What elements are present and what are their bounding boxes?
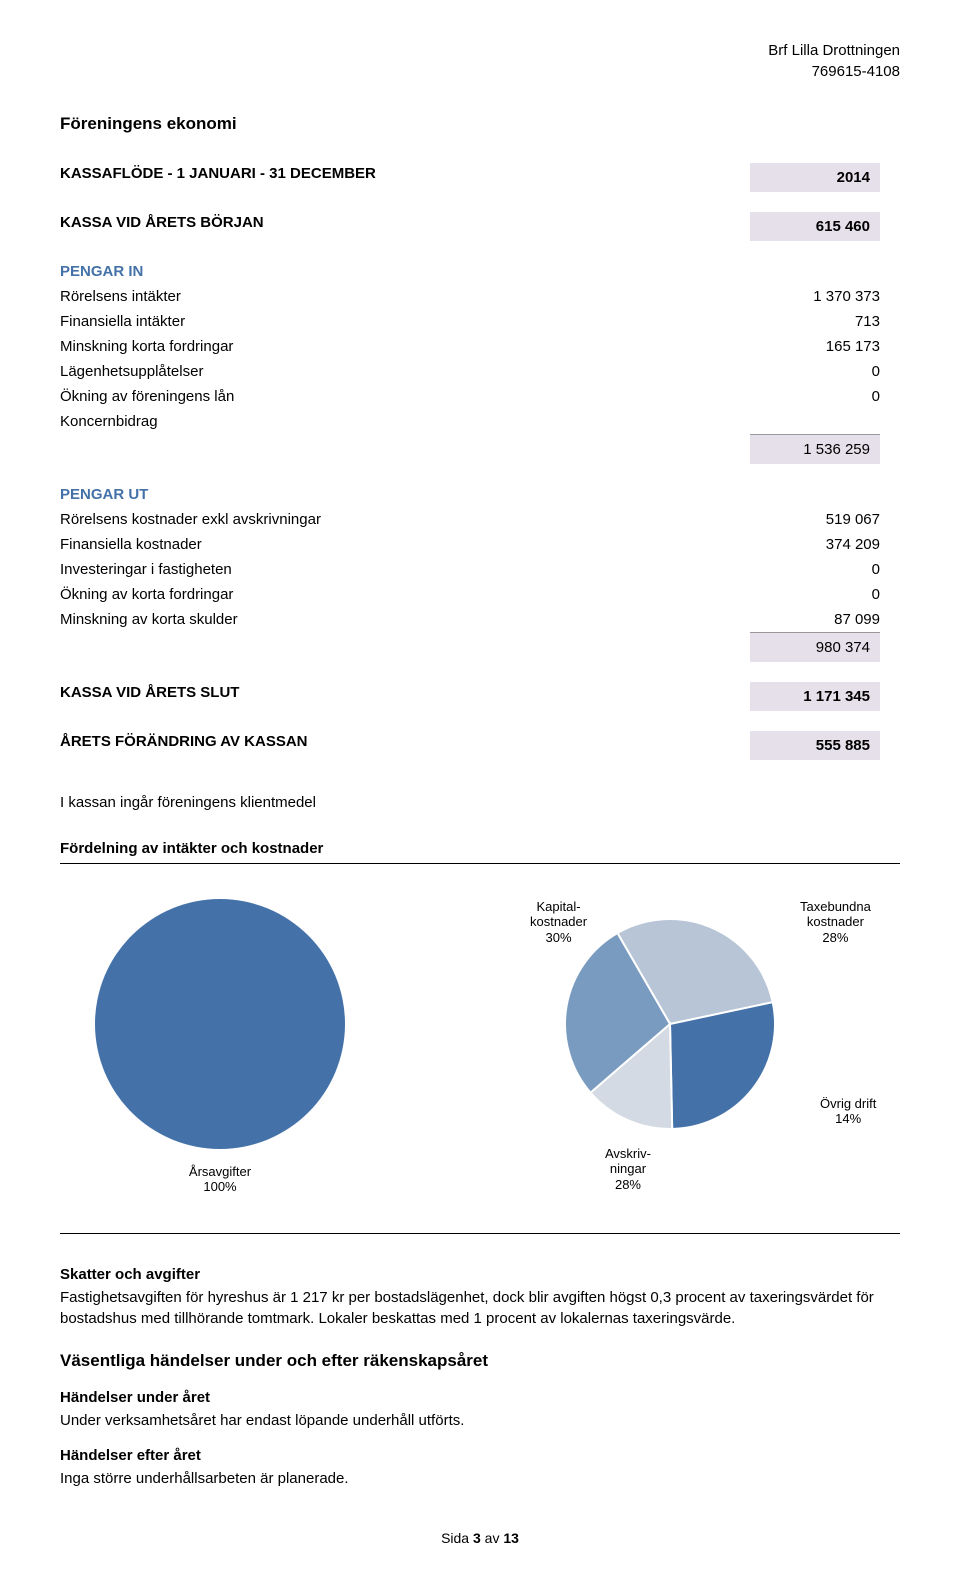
in-row: Ökning av föreningens lån0 bbox=[60, 384, 900, 409]
skatter-title: Skatter och avgifter bbox=[60, 1264, 900, 1285]
kassa-borjan-label: KASSA VID ÅRETS BÖRJAN bbox=[60, 210, 564, 243]
in-row: Minskning korta fordringar165 173 bbox=[60, 334, 900, 359]
forandring-label: ÅRETS FÖRÄNDRING AV KASSAN bbox=[60, 729, 564, 762]
pie-slice-label: Taxebundnakostnader28% bbox=[800, 899, 871, 946]
pie-slice-label: Avskriv-ningar28% bbox=[605, 1146, 651, 1193]
in-row: Finansiella intäkter713 bbox=[60, 309, 900, 334]
pengar-ut-total: 980 374 bbox=[750, 632, 880, 662]
handelser-efter-body: Inga större underhållsarbeten är planera… bbox=[60, 1468, 900, 1489]
kassa-slut-value: 1 171 345 bbox=[750, 682, 880, 711]
cost-pie-chart: Kapital-kostnader30% Taxebundnakostnader2… bbox=[440, 894, 900, 1194]
kassa-borjan-value: 615 460 bbox=[750, 212, 880, 241]
income-pie-svg bbox=[90, 894, 350, 1154]
forandring-value: 555 885 bbox=[750, 731, 880, 760]
org-number: 769615-4108 bbox=[60, 61, 900, 82]
main-title: Föreningens ekonomi bbox=[60, 112, 900, 136]
cashflow-year: 2014 bbox=[750, 163, 880, 192]
in-row: Koncernbidrag bbox=[60, 409, 900, 434]
skatter-section: Skatter och avgifter Fastighetsavgiften … bbox=[60, 1264, 900, 1489]
income-pie-chart: Årsavgifter 100% bbox=[60, 894, 380, 1195]
page-header: Brf Lilla Drottningen 769615-4108 bbox=[60, 40, 900, 82]
page-footer: Sida 3 av 13 bbox=[60, 1529, 900, 1549]
handelser-under-label: Händelser under året bbox=[60, 1387, 900, 1408]
skatter-body: Fastighetsavgiften för hyreshus är 1 217… bbox=[60, 1287, 900, 1329]
in-row: Lägenhetsupplåtelser0 bbox=[60, 359, 900, 384]
ut-row: Minskning av korta skulder87 099 bbox=[60, 607, 900, 632]
pengar-ut-label: PENGAR UT bbox=[60, 482, 564, 507]
pie-slice-label: Kapital-kostnader30% bbox=[530, 899, 587, 946]
pengar-in-label: PENGAR IN bbox=[60, 259, 564, 284]
charts-heading: Fördelning av intäkter och kostnader bbox=[60, 838, 900, 859]
charts-row: Årsavgifter 100% Kapital-kostnader30% Tax… bbox=[60, 884, 900, 1215]
klientmedel-note: I kassan ingår föreningens klientmedel bbox=[60, 792, 900, 813]
charts-bottom-divider bbox=[60, 1233, 900, 1234]
charts-underline bbox=[60, 863, 900, 864]
org-name: Brf Lilla Drottningen bbox=[60, 40, 900, 61]
ut-row: Investeringar i fastigheten0 bbox=[60, 557, 900, 582]
handelser-title: Väsentliga händelser under och efter räk… bbox=[60, 1349, 900, 1373]
pie-slice-label: Övrig drift14% bbox=[820, 1096, 876, 1127]
cashflow-title: KASSAFLÖDE - 1 JANUARI - 31 DECEMBER bbox=[60, 161, 564, 194]
handelser-under-body: Under verksamhetsåret har endast löpande… bbox=[60, 1410, 900, 1431]
handelser-efter-label: Händelser efter året bbox=[60, 1445, 900, 1466]
ut-row: Ökning av korta fordringar0 bbox=[60, 582, 900, 607]
ut-row: Rörelsens kostnader exkl avskrivningar51… bbox=[60, 507, 900, 532]
ut-row: Finansiella kostnader374 209 bbox=[60, 532, 900, 557]
kassa-slut-label: KASSA VID ÅRETS SLUT bbox=[60, 680, 564, 713]
income-pie-label: Årsavgifter 100% bbox=[189, 1164, 251, 1195]
in-row: Rörelsens intäkter1 370 373 bbox=[60, 284, 900, 309]
pengar-in-total: 1 536 259 bbox=[750, 434, 880, 464]
cash-flow-table: KASSAFLÖDE - 1 JANUARI - 31 DECEMBER 201… bbox=[60, 161, 900, 762]
